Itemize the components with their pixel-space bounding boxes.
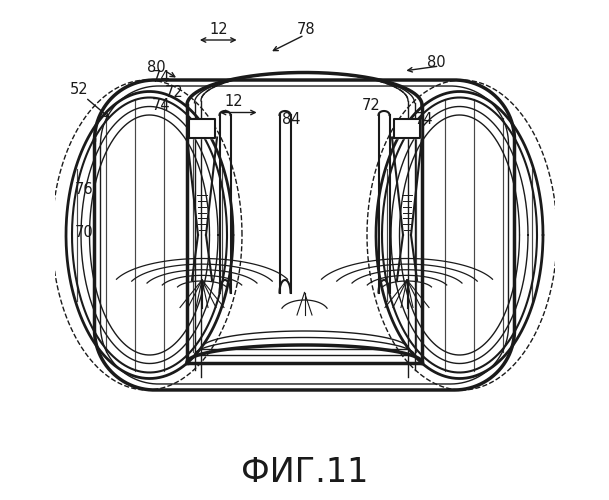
Text: 12: 12	[209, 22, 228, 37]
Text: 74: 74	[152, 70, 171, 85]
Text: ФИГ.11: ФИГ.11	[241, 456, 368, 489]
Text: 76: 76	[74, 182, 93, 198]
Text: 72: 72	[362, 98, 381, 112]
Text: 74: 74	[415, 112, 433, 128]
Text: 78: 78	[297, 22, 315, 38]
Text: 74: 74	[152, 98, 171, 112]
Text: 72: 72	[164, 85, 183, 100]
Text: 84: 84	[282, 112, 300, 128]
Polygon shape	[394, 118, 420, 138]
Polygon shape	[189, 118, 215, 138]
Text: 80: 80	[147, 60, 166, 75]
Text: 52: 52	[69, 82, 88, 98]
Text: 12: 12	[225, 94, 243, 110]
Text: 80: 80	[427, 55, 446, 70]
Text: 70: 70	[74, 225, 93, 240]
